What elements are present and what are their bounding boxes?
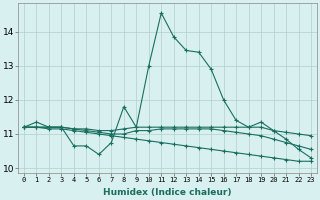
X-axis label: Humidex (Indice chaleur): Humidex (Indice chaleur) [103, 188, 232, 197]
